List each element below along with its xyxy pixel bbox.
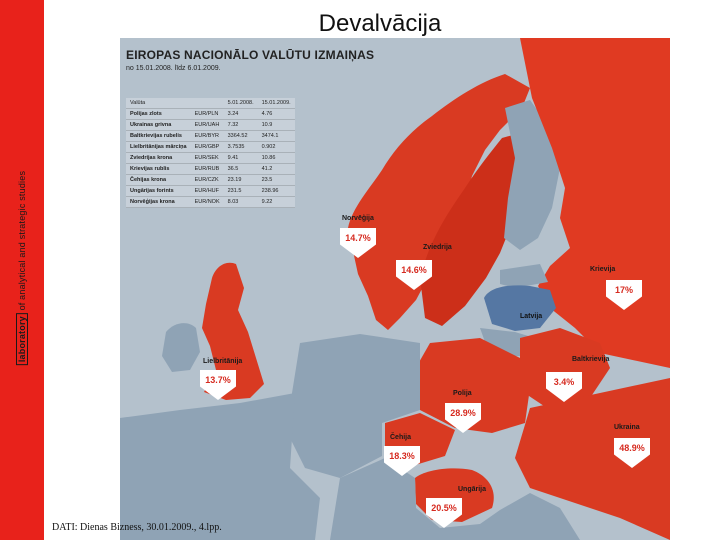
table-header-row: Valūta 5.01.2008. 15.01.2009.	[126, 98, 295, 109]
table-cell: 3474.1	[257, 130, 295, 142]
table-header-currency: Valūta	[126, 98, 191, 109]
table-row: Krievijas rublis EUR/RUB 36.5 41.2	[126, 163, 295, 175]
map-title: EIROPAS NACIONĀLO VALŪTU IZMAIŅAS	[126, 48, 375, 62]
table-cell: Čehijas krona	[126, 174, 191, 186]
table-cell: 9.41	[223, 152, 258, 164]
table-cell: 238.96	[257, 185, 295, 197]
table-cell: 23.5	[257, 174, 295, 186]
table-cell: 10.86	[257, 152, 295, 164]
belarus-shape	[520, 328, 610, 410]
table-cell: 36.5	[223, 163, 258, 175]
table-cell: Lielbritānijas mārciņa	[126, 141, 191, 153]
pct-ungarija: 20.5%	[431, 503, 457, 513]
table-row: Zviedrijas krona EUR/SEK 9.41 10.86	[126, 152, 295, 164]
table-header-pair	[190, 98, 224, 109]
label-zviedrija: Zviedrija	[423, 244, 452, 251]
ukraine-shape	[515, 378, 670, 540]
table-cell: EUR/UAH	[190, 119, 224, 131]
pct-norvegija: 14.7%	[345, 233, 371, 243]
table-cell: 10.9	[257, 119, 295, 131]
lab-tagline-boxed-word: laboratory	[16, 313, 28, 366]
table-cell: Ungārijas forints	[126, 185, 191, 197]
table-cell: EUR/NOK	[190, 196, 224, 208]
table-cell: EUR/SEK	[190, 152, 224, 164]
finland-shape	[504, 100, 560, 250]
table-cell: 3.7535	[223, 141, 258, 153]
pct-baltkrievija: 3.4%	[553, 377, 575, 387]
table-row: Baltkrievijas rubelis EUR/BYR 3364.52 3474.…	[126, 130, 295, 142]
label-baltkrievija: Baltkrievija	[572, 356, 610, 363]
table-row: Lielbritānijas mārciņa EUR/GBP 3.7535 0.902	[126, 141, 295, 153]
pct-ukraina: 48.9%	[619, 443, 645, 453]
table-cell: EUR/RUB	[190, 163, 224, 175]
great-britain-shape	[202, 262, 264, 400]
label-krievija: Krievija	[590, 266, 616, 273]
table-cell: Ukrainas grivna	[126, 119, 191, 131]
table-cell: 4.76	[257, 108, 295, 120]
slide-title: Devalvācija	[318, 10, 442, 37]
table-cell: 23.19	[223, 174, 258, 186]
table-cell: 0.902	[257, 141, 295, 153]
lab-tagline-rest: of analytical and strategic studies	[17, 170, 27, 314]
table-row: Ukrainas grivna EUR/UAH 7.32 10.9	[126, 119, 295, 131]
pct-polija: 28.9%	[450, 408, 476, 418]
pct-lielbritanija: 13.7%	[205, 375, 231, 385]
table-header-date-1: 5.01.2008.	[223, 98, 258, 109]
table-cell: 8.03	[223, 196, 258, 208]
table-cell: 7.32	[223, 119, 258, 131]
label-norvegija: Norvēģija	[342, 215, 374, 222]
lab-tagline: laboratory of analytical and strategic s…	[16, 170, 28, 366]
table-cell: 3.24	[223, 108, 258, 120]
latvia-shape	[484, 285, 556, 331]
map-subtitle: no 15.01.2008. līdz 6.01.2009.	[126, 65, 221, 72]
west-europe-shape	[120, 393, 320, 540]
poland-shape	[410, 338, 530, 433]
scandinavia-shape	[348, 74, 530, 330]
sidebar-band: laboratory of analytical and strategic s…	[0, 0, 44, 540]
estonia-shape	[500, 264, 548, 288]
source-note: DATI: Dienas Bizness, 30.01.2009., 4.lpp…	[52, 522, 222, 533]
label-ungarija: Ungārija	[458, 486, 487, 493]
table-cell: 41.2	[257, 163, 295, 175]
pct-krievija: 17%	[614, 285, 633, 295]
table-cell: 231.5	[223, 185, 258, 197]
table-header-date-2: 15.01.2009.	[257, 98, 295, 109]
table-row: Polijas zlots EUR/PLN 3.24 4.76	[126, 108, 295, 120]
table-row: Norvēģijas krona EUR/NOK 8.03 9.22	[126, 196, 295, 208]
label-polija: Polija	[453, 390, 472, 397]
table-cell: 9.22	[257, 196, 295, 208]
label-ukraina: Ukraina	[614, 424, 640, 431]
exchange-rates-table: Valūta 5.01.2008. 15.01.2009. Polijas zl…	[126, 98, 295, 208]
label-latvija: Latvija	[520, 313, 543, 320]
table-cell: EUR/BYR	[190, 130, 224, 142]
pct-cehija: 18.3%	[389, 451, 415, 461]
pct-zviedrija: 14.6%	[401, 265, 427, 275]
table-cell: EUR/PLN	[190, 108, 224, 120]
table-cell: EUR/HUF	[190, 185, 224, 197]
table-cell: Baltkrievijas rubelis	[126, 130, 191, 142]
germany-shape	[290, 334, 420, 478]
balkans-shape	[330, 458, 580, 540]
ireland-shape	[162, 323, 200, 372]
table-cell: EUR/CZK	[190, 174, 224, 186]
sweden-shape	[420, 133, 530, 326]
label-cehija: Čehija	[390, 434, 412, 441]
europe-currency-map: EIROPAS NACIONĀLO VALŪTU IZMAIŅAS no 15.…	[120, 38, 670, 540]
table-cell: 3364.52	[223, 130, 258, 142]
table-cell: Zviedrijas krona	[126, 152, 191, 164]
table-row: Ungārijas forints EUR/HUF 231.5 238.96	[126, 185, 295, 197]
table-cell: Norvēģijas krona	[126, 196, 191, 208]
table-cell: Polijas zlots	[126, 108, 191, 120]
table-row: Čehijas krona EUR/CZK 23.19 23.5	[126, 174, 295, 186]
table-cell: EUR/GBP	[190, 141, 224, 153]
label-lielbritanija: Lielbritānija	[203, 358, 243, 365]
table-cell: Krievijas rublis	[126, 163, 191, 175]
